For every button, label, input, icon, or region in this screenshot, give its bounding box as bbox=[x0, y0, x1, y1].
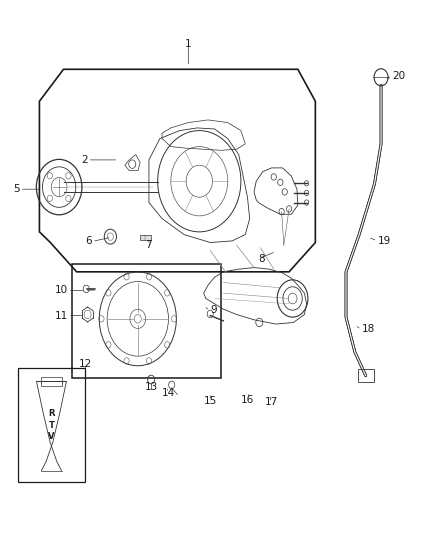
Text: 6: 6 bbox=[85, 237, 92, 246]
Text: 15: 15 bbox=[204, 396, 217, 406]
Text: 11: 11 bbox=[55, 311, 68, 320]
Text: 12: 12 bbox=[79, 359, 92, 368]
Text: V: V bbox=[48, 432, 55, 441]
Text: 2: 2 bbox=[81, 155, 88, 165]
Text: 8: 8 bbox=[258, 254, 265, 263]
Bar bbox=[140, 235, 151, 240]
Text: 1: 1 bbox=[185, 39, 192, 49]
Text: T: T bbox=[49, 421, 54, 430]
Text: 16: 16 bbox=[241, 395, 254, 405]
Text: 19: 19 bbox=[378, 236, 391, 246]
Text: 17: 17 bbox=[265, 398, 278, 407]
Text: 10: 10 bbox=[55, 286, 68, 295]
Text: 20: 20 bbox=[392, 71, 405, 81]
Text: 7: 7 bbox=[145, 240, 152, 250]
Text: 18: 18 bbox=[361, 325, 374, 334]
Bar bbox=[41, 377, 62, 386]
Text: 5: 5 bbox=[13, 184, 20, 194]
Text: 13: 13 bbox=[145, 383, 158, 392]
Bar bbox=[72, 264, 221, 378]
Text: R: R bbox=[48, 409, 55, 418]
Bar bbox=[18, 368, 85, 482]
Text: 9: 9 bbox=[210, 305, 217, 315]
Bar bbox=[358, 369, 374, 382]
Text: 14: 14 bbox=[162, 388, 175, 398]
